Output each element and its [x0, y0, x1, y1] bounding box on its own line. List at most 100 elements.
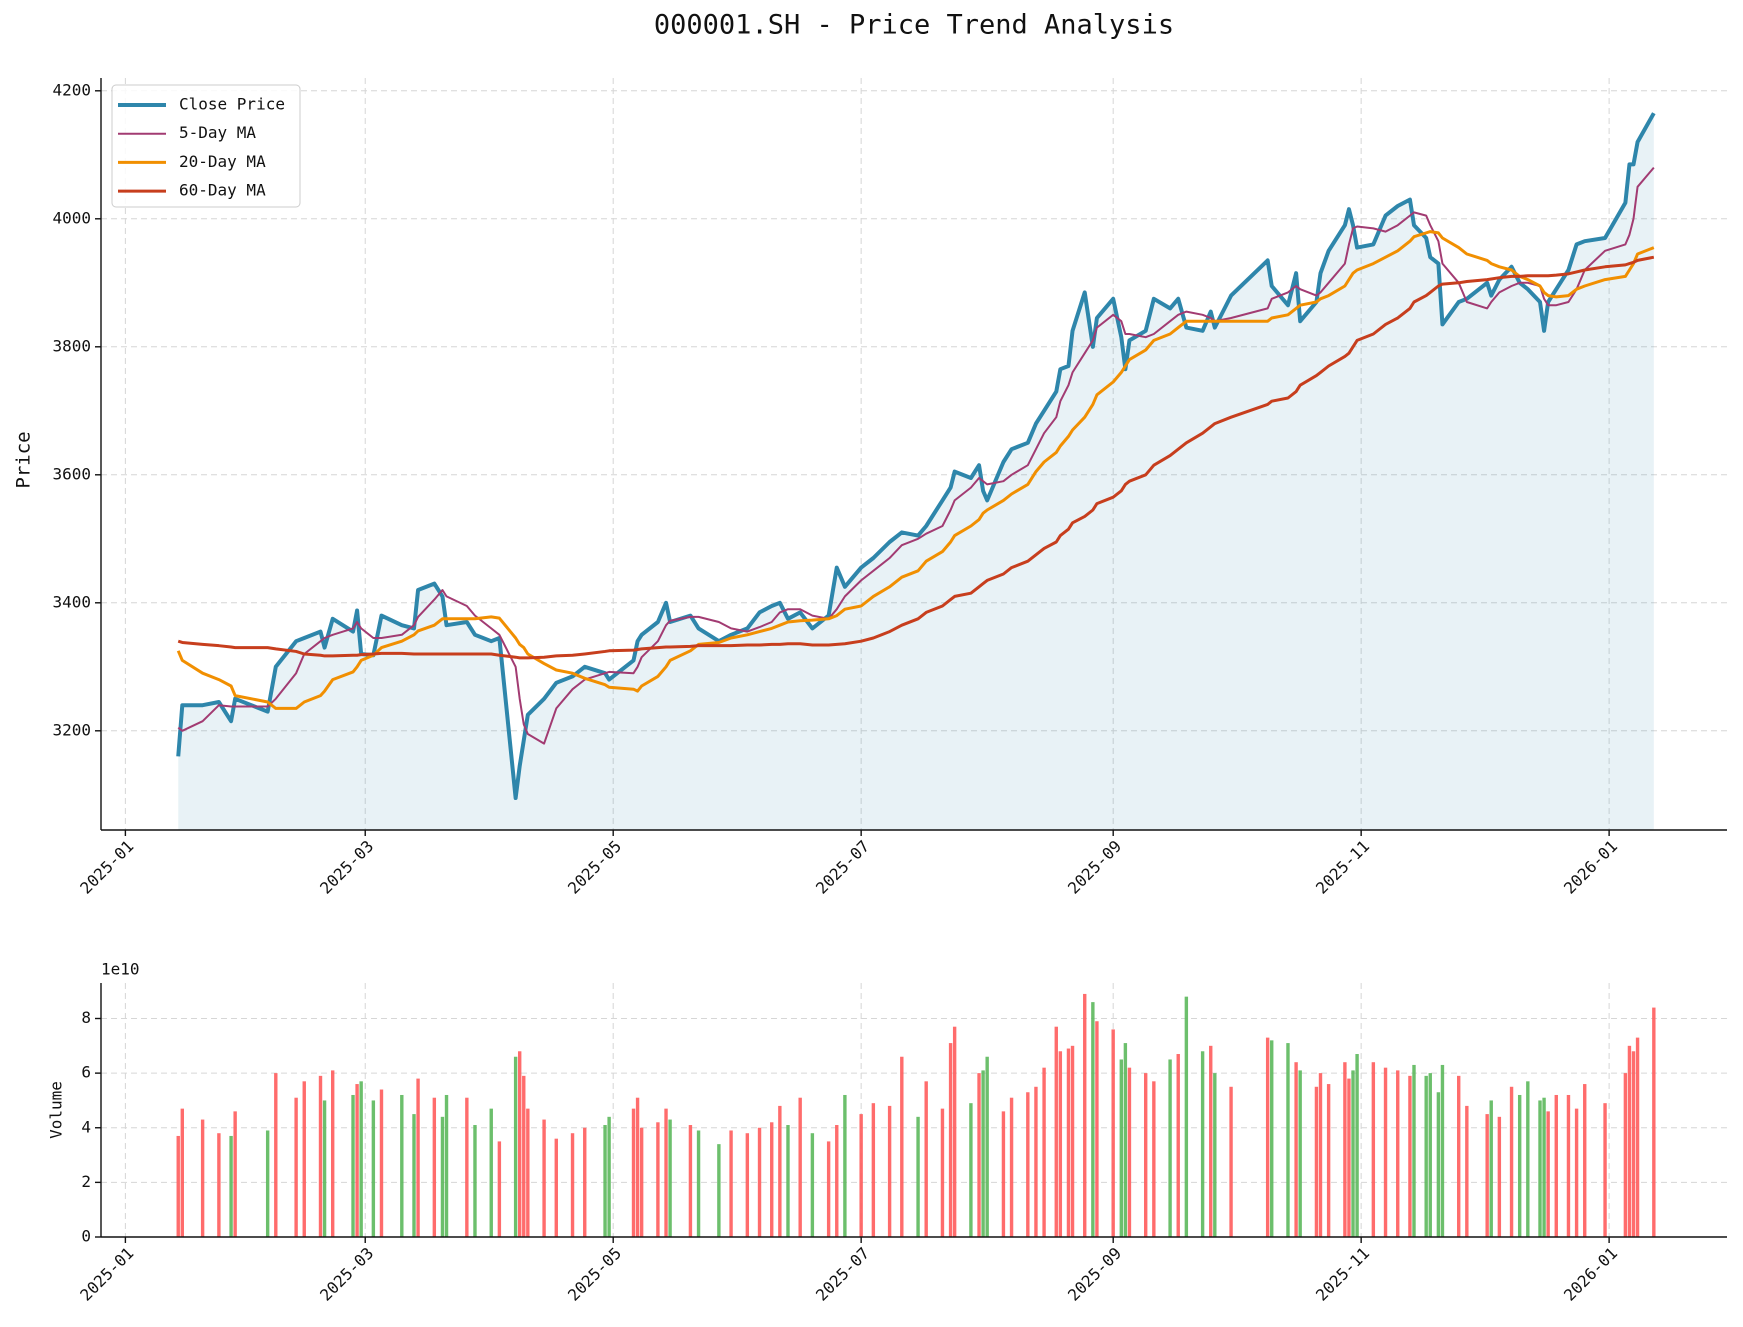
bar — [981, 1070, 985, 1237]
y-tick-label: 3600 — [52, 464, 91, 483]
bar — [1396, 1070, 1400, 1237]
bar — [696, 1130, 701, 1237]
y-tick-label: 0 — [81, 1227, 91, 1246]
bar — [859, 1114, 863, 1237]
bar — [607, 1116, 611, 1237]
bar — [1355, 1054, 1359, 1237]
bar — [1554, 1094, 1558, 1237]
bar — [1066, 1048, 1071, 1237]
bar — [924, 1081, 928, 1237]
legend-label: Close Price — [179, 95, 285, 114]
bar — [1270, 1040, 1274, 1237]
x-tick-label: 2025-01 — [76, 837, 137, 898]
bar — [1318, 1073, 1323, 1237]
bar — [180, 1108, 184, 1237]
bar — [1070, 1045, 1075, 1237]
bar — [176, 1135, 180, 1237]
bar — [274, 1073, 278, 1237]
bar — [1465, 1105, 1469, 1237]
bar — [229, 1135, 233, 1237]
bar — [948, 1043, 953, 1237]
bar — [355, 1084, 359, 1237]
bar — [1542, 1097, 1546, 1237]
bar — [1034, 1086, 1038, 1237]
bar — [664, 1108, 668, 1237]
y-tick-label: 3200 — [52, 720, 91, 739]
bar — [778, 1105, 782, 1237]
bar — [1457, 1075, 1461, 1237]
bar — [497, 1141, 502, 1237]
bar — [233, 1111, 237, 1237]
legend-box — [111, 84, 301, 208]
bar — [217, 1133, 221, 1237]
x-tick-label: 2025-11 — [1312, 1244, 1373, 1305]
x-tick-label: 2025-05 — [564, 837, 625, 898]
y-tick-label: 6 — [81, 1063, 91, 1082]
bar — [1627, 1045, 1632, 1237]
bar — [465, 1097, 469, 1237]
bar — [1314, 1086, 1319, 1237]
bar — [770, 1122, 774, 1237]
bar — [1026, 1092, 1030, 1237]
bar — [843, 1094, 847, 1237]
bar — [668, 1119, 672, 1237]
y-tick-label: 4000 — [52, 208, 91, 227]
y-tick-label: 2 — [81, 1172, 91, 1191]
bar — [1436, 1092, 1441, 1237]
line — [177, 255, 1655, 660]
x-tick-label: 2025-09 — [1064, 837, 1125, 898]
bar — [1497, 1116, 1502, 1237]
bar — [810, 1133, 815, 1237]
bar — [1042, 1067, 1046, 1237]
bar — [871, 1103, 876, 1237]
bar — [542, 1119, 546, 1237]
bar — [1652, 1007, 1656, 1237]
bar — [900, 1056, 904, 1237]
bar — [1347, 1078, 1351, 1237]
bar — [513, 1056, 518, 1237]
y-tick-label: 3800 — [52, 336, 91, 355]
bar — [1127, 1067, 1132, 1237]
bar — [1526, 1081, 1530, 1237]
x-tick-label: 2025-01 — [76, 1244, 137, 1305]
bar — [526, 1108, 530, 1237]
bar — [1286, 1043, 1290, 1237]
bar — [1635, 1037, 1640, 1237]
bar — [631, 1108, 636, 1237]
bar — [835, 1125, 839, 1237]
bar — [1566, 1094, 1571, 1237]
bar — [1229, 1086, 1233, 1237]
bar — [786, 1125, 790, 1237]
bar — [1583, 1084, 1587, 1237]
bar — [265, 1130, 270, 1237]
bar — [1424, 1075, 1428, 1237]
bar — [1371, 1062, 1376, 1237]
bar — [1546, 1111, 1550, 1237]
bar — [729, 1130, 733, 1237]
offset-label: 1e10 — [101, 960, 140, 979]
bar — [570, 1133, 575, 1237]
bar — [1428, 1073, 1432, 1237]
y-tick-label: 4 — [81, 1117, 91, 1136]
line — [176, 112, 1656, 800]
bar — [1091, 1002, 1095, 1237]
bar — [1440, 1064, 1445, 1237]
bar — [359, 1081, 363, 1237]
bar — [635, 1097, 640, 1237]
y-tick-label: 4200 — [52, 80, 91, 99]
bar — [1574, 1108, 1579, 1237]
bar — [554, 1138, 558, 1237]
bar — [1623, 1073, 1628, 1237]
line — [176, 230, 1655, 710]
bar — [379, 1089, 384, 1237]
y-axis-label: Volume — [47, 1081, 66, 1139]
x-tick-label: 2025-05 — [564, 1244, 625, 1305]
x-tick-label: 2025-11 — [1312, 837, 1373, 898]
bar — [1123, 1043, 1128, 1237]
bar — [1517, 1094, 1522, 1237]
bar — [331, 1070, 335, 1237]
bar — [1485, 1114, 1489, 1237]
legend-label: 20-Day MA — [179, 152, 266, 171]
